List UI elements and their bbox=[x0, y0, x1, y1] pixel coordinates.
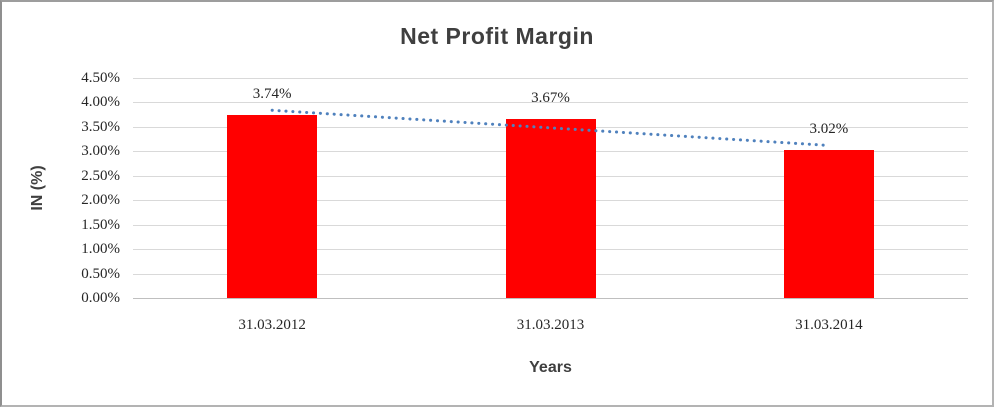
bar-data-label: 3.02% bbox=[809, 121, 849, 138]
bar-31.03.2012 bbox=[227, 115, 318, 298]
y-tick-label: 0.00% bbox=[81, 290, 120, 306]
y-tick-label: 4.50% bbox=[81, 70, 120, 86]
bar-data-label: 3.67% bbox=[531, 89, 570, 106]
bar-31.03.2013 bbox=[505, 118, 596, 298]
x-axis-title: Years bbox=[529, 359, 572, 376]
x-tick-label: 31.03.2012 bbox=[238, 317, 306, 333]
bar-31.03.2014 bbox=[783, 150, 874, 298]
chart-title: Net Profit Margin bbox=[400, 23, 594, 49]
y-tick-label: 3.00% bbox=[81, 143, 120, 160]
gridline bbox=[133, 78, 968, 79]
y-tick-label: 4.00% bbox=[81, 94, 120, 111]
x-axis-line bbox=[133, 298, 968, 299]
x-tick-label: 31.03.2013 bbox=[516, 317, 585, 333]
y-tick-label: 3.50% bbox=[81, 118, 120, 135]
y-tick-label: 0.50% bbox=[81, 265, 120, 282]
gridline bbox=[133, 102, 968, 104]
y-tick-label: 2.50% bbox=[81, 167, 120, 184]
x-tick-label: 31.03.2014 bbox=[795, 317, 863, 333]
y-tick-label: 1.00% bbox=[81, 241, 120, 258]
bar-data-label: 3.74% bbox=[252, 86, 292, 103]
y-tick-label: 2.00% bbox=[81, 192, 120, 209]
y-tick-label: 1.50% bbox=[81, 216, 120, 233]
